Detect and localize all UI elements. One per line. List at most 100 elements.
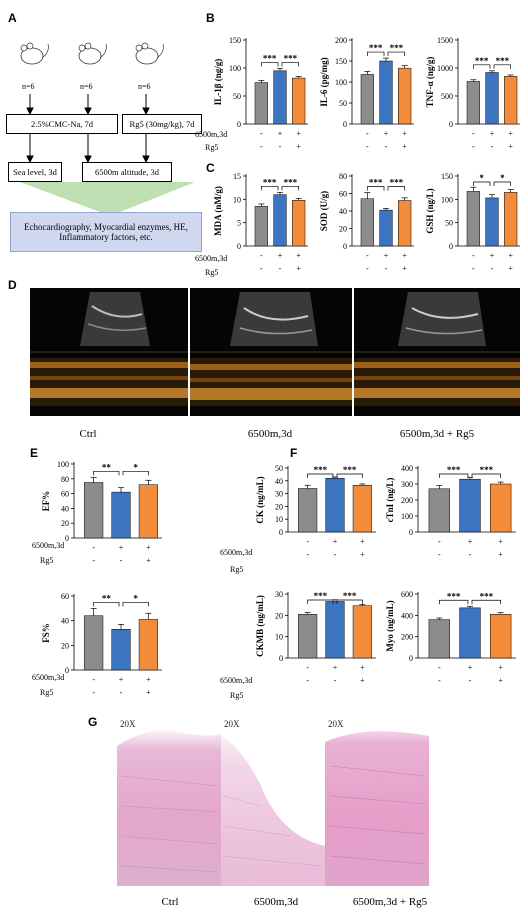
significance-bracket — [471, 473, 502, 478]
panel-letter-a: A — [8, 11, 17, 25]
y-axis-label: CK (ng/mL) — [255, 476, 265, 523]
bar — [466, 81, 480, 125]
y-tick-label: 200 — [401, 496, 413, 505]
condition-sign: + — [508, 129, 513, 138]
y-tick-label: 200 — [335, 36, 347, 45]
significance-label: *** — [447, 591, 461, 601]
funnel-shape — [20, 182, 195, 212]
bar — [298, 614, 318, 659]
he-image-ctrl — [117, 716, 221, 886]
y-tick-label: 60 — [61, 490, 69, 499]
condition-sign: + — [333, 537, 338, 546]
condition-sign: - — [366, 142, 369, 151]
outcome-box: Echocardiography, Myocardial enzymes, HE… — [10, 212, 202, 252]
condition-sign: + — [296, 264, 301, 273]
y-tick-label: 0 — [237, 120, 241, 129]
y-tick-label: 0 — [449, 242, 453, 251]
bar — [489, 483, 512, 533]
condition-sign: - — [469, 550, 472, 559]
y-tick-label: 0 — [237, 242, 241, 251]
echo-image-ctrl — [30, 288, 188, 416]
y-tick-label: 60 — [61, 592, 69, 601]
bar — [273, 194, 287, 247]
significance-bracket — [122, 601, 149, 607]
condition-sign: - — [92, 543, 95, 552]
condition-sign: + — [498, 537, 503, 546]
condition-sign: + — [468, 537, 473, 546]
y-axis-label: EF% — [41, 491, 51, 512]
bar — [298, 488, 318, 533]
panel-letter-c: C — [206, 161, 215, 175]
significance-bracket — [438, 473, 469, 478]
y-tick-label: 50 — [445, 219, 453, 228]
altitude-box: 6500m altitude, 3d — [82, 162, 172, 182]
y-tick-label: 10 — [275, 633, 283, 642]
condition-sign: + — [402, 129, 407, 138]
y-tick-label: 15 — [233, 172, 241, 181]
bar — [379, 209, 393, 247]
n-label: n=6 — [138, 82, 151, 91]
bar — [254, 206, 268, 247]
condition-sign: + — [402, 142, 407, 151]
n-label: n=6 — [22, 82, 35, 91]
condition-sign: + — [508, 264, 513, 273]
condition-sign: + — [278, 129, 283, 138]
condition-sign: + — [498, 550, 503, 559]
condition-sign: - — [385, 142, 388, 151]
significance-bracket — [307, 473, 334, 478]
condition-sign: - — [472, 251, 475, 260]
significance-bracket — [93, 470, 120, 476]
significance-bracket — [307, 599, 334, 604]
mouse-icon — [78, 42, 107, 65]
condition-sign: + — [468, 663, 473, 672]
significance-label: * — [479, 173, 484, 183]
condition-sign: - — [366, 129, 369, 138]
significance-label: *** — [447, 465, 461, 475]
myo-chart: Myo (ng/mL) 0 200 400 600 - - + - + + *** *** — [385, 590, 516, 685]
significance-bracket — [387, 51, 406, 57]
significance-bracket — [260, 62, 279, 67]
he-caption: 6500m,3d + Rg5 — [352, 896, 428, 908]
y-axis-label: IL-1β (ng/g) — [213, 59, 223, 106]
condition-label: Rg5 — [205, 143, 219, 152]
condition-label: 6500m,3d — [195, 130, 228, 139]
condition-label: Rg5 — [40, 556, 54, 565]
y-tick-label: 10 — [233, 195, 241, 204]
y-tick-label: 100 — [229, 64, 241, 73]
condition-sign: - — [92, 688, 95, 697]
panel-letter-d: D — [8, 278, 17, 292]
condition-sign: + — [360, 676, 365, 685]
bar — [504, 76, 518, 125]
y-axis-label: cTnI (ng/L) — [385, 478, 395, 523]
y-tick-label: 40 — [61, 617, 69, 626]
condition-sign: - — [385, 264, 388, 273]
bar — [428, 619, 451, 659]
y-tick-label: 0 — [279, 528, 283, 537]
y-tick-label: 600 — [401, 590, 413, 599]
y-tick-label: 10 — [275, 515, 283, 524]
sod-chart: SOD (U/g) 0 20 40 60 80 - - + - + + *** *** — [319, 172, 414, 273]
sea-level-box: Sea level, 3d — [8, 162, 62, 182]
bar — [398, 200, 412, 247]
y-tick-label: 20 — [275, 611, 283, 620]
condition-sign: + — [384, 129, 389, 138]
bar — [273, 70, 287, 125]
bar — [138, 484, 158, 539]
significance-label: *** — [343, 591, 357, 601]
significance-bracket — [281, 62, 300, 67]
significance-bracket — [472, 181, 491, 186]
condition-sign: + — [296, 129, 301, 138]
bar — [398, 67, 412, 125]
panel-letter-f: F — [290, 446, 298, 460]
y-axis-label: IL-6 (pg/mg) — [319, 57, 329, 106]
bar — [379, 60, 393, 125]
y-tick-label: 400 — [401, 611, 413, 620]
bar — [485, 197, 499, 247]
condition-sign: + — [119, 675, 124, 684]
significance-label: *** — [314, 465, 328, 475]
condition-label: 6500m,3d — [32, 673, 65, 682]
condition-sign: + — [402, 251, 407, 260]
significance-bracket — [336, 473, 363, 478]
bar — [489, 614, 512, 659]
y-tick-label: 20 — [61, 519, 69, 528]
